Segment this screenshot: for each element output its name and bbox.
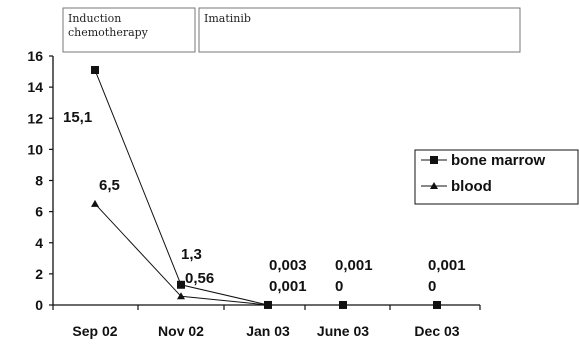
y-tick-label: 8 bbox=[35, 173, 43, 189]
data-label: 0,001 bbox=[428, 257, 466, 274]
phase-label: Imatinib bbox=[204, 12, 251, 25]
legend-marker-triangle bbox=[430, 182, 438, 189]
phase-box bbox=[62, 7, 196, 53]
x-tick-label: June 03 bbox=[317, 323, 369, 339]
data-label: 0,003 bbox=[269, 257, 307, 274]
x-tick-label: Nov 02 bbox=[158, 323, 204, 339]
legend-label: bone marrow bbox=[451, 152, 546, 169]
x-tick-label: Sep 02 bbox=[72, 323, 117, 339]
data-label: 0 bbox=[428, 278, 436, 295]
legend-marker-square bbox=[430, 156, 438, 164]
series-markers bbox=[91, 66, 441, 309]
x-tick-label: Dec 03 bbox=[414, 323, 459, 339]
data-label: 0,56 bbox=[185, 270, 214, 287]
data-point-blood bbox=[91, 199, 99, 207]
legend-label: blood bbox=[451, 178, 492, 195]
data-labels: 15,1 6,5 1,3 0,56 0,003 0,001 0,001 0 0,001 0 bbox=[63, 109, 466, 295]
data-point-bone-marrow bbox=[91, 66, 99, 75]
data-point-blood bbox=[177, 292, 185, 300]
series-line-bone-marrow bbox=[94, 69, 437, 306]
legend: bone marrow blood bbox=[414, 149, 579, 205]
data-point-bone-marrow bbox=[177, 280, 185, 289]
data-label: 6,5 bbox=[99, 177, 120, 194]
data-label: 15,1 bbox=[63, 109, 92, 126]
y-tick-label: 16 bbox=[27, 48, 43, 64]
y-tick-label: 12 bbox=[27, 110, 43, 126]
data-label: 0,001 bbox=[335, 257, 373, 274]
series-lines bbox=[94, 69, 437, 306]
data-label: 1,3 bbox=[181, 246, 202, 263]
y-tick-label: 6 bbox=[35, 204, 43, 220]
x-tick-label: Jan 03 bbox=[246, 323, 290, 339]
data-point-blood bbox=[339, 301, 347, 308]
data-point-blood bbox=[433, 301, 441, 308]
y-tick-label: 4 bbox=[35, 235, 43, 251]
phase-label: chemotherapy bbox=[68, 26, 149, 39]
y-tick-label: 14 bbox=[27, 79, 43, 95]
y-tick-label: 0 bbox=[35, 297, 43, 313]
y-tick-label: 10 bbox=[27, 141, 43, 157]
y-tick-label: 2 bbox=[35, 266, 43, 282]
axes: 0 2 4 6 8 10 12 14 16 Sep 02 Nov 02 Jan 03 June 03 De… bbox=[27, 48, 481, 339]
data-point-blood bbox=[264, 300, 272, 308]
data-label: 0 bbox=[335, 278, 343, 295]
series-line-blood bbox=[94, 203, 437, 306]
legend-box bbox=[414, 149, 579, 205]
phase-box bbox=[198, 7, 521, 53]
data-label: 0,001 bbox=[269, 278, 307, 295]
phase-label: Induction bbox=[68, 12, 121, 25]
